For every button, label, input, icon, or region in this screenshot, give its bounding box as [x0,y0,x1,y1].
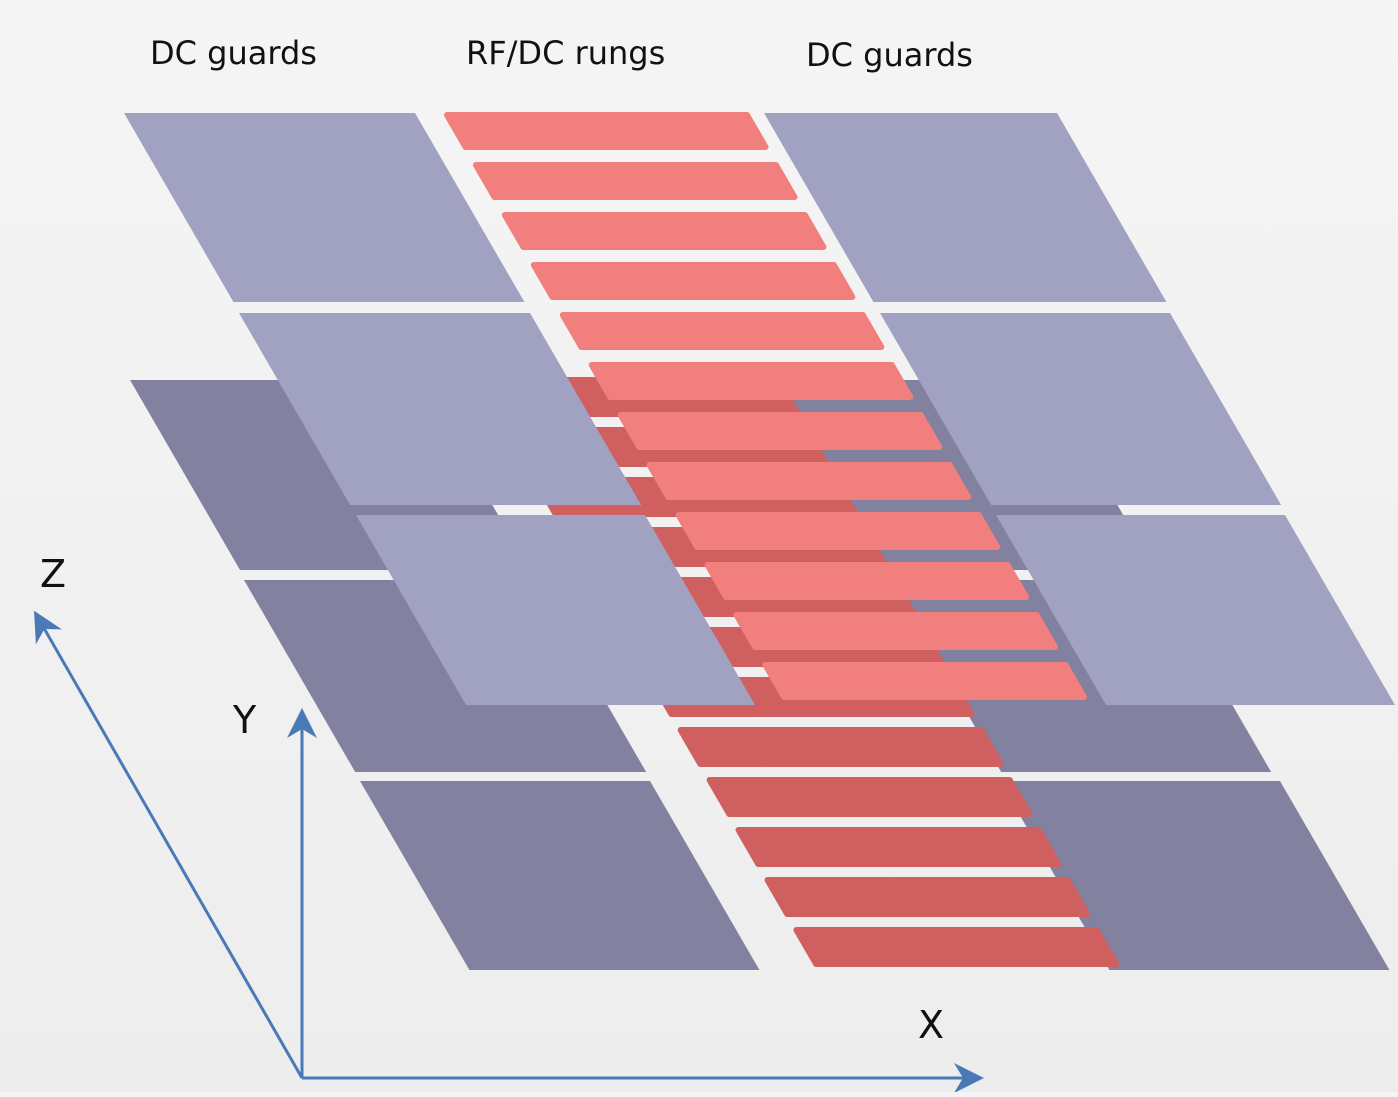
right-guard-front-2 [880,313,1282,505]
rungs-label: RF/DC rungs [466,34,666,72]
rung-front-1 [444,112,769,150]
rung-back-9 [706,777,1033,817]
x-axis-label: X [918,1003,945,1047]
right-guards-label: DC guards [806,36,973,74]
rung-front-10 [704,562,1030,600]
z-axis-label: Z [40,552,67,596]
right-guard-front-3 [996,515,1396,705]
rung-back-8 [677,727,1004,767]
rung-front-2 [472,162,798,200]
rung-front-11 [733,612,1059,650]
left-guard-back-3 [360,781,760,970]
left-guard-front-2 [239,313,642,505]
y-axis-label: Y [233,698,257,742]
right-guard-back-3 [1000,781,1390,970]
left-guards-label: DC guards [150,34,317,72]
rung-front-3 [501,212,827,250]
left-guard-front-1 [124,113,525,302]
rung-front-6 [588,362,914,400]
axes [34,610,984,1093]
rung-front-5 [559,312,885,350]
rung-front-8 [646,462,972,500]
rung-front-9 [675,512,1001,550]
rung-front-7 [617,412,943,450]
right-guard-front-1 [764,113,1167,302]
rung-back-10 [735,827,1062,867]
rung-back-12 [793,927,1120,967]
rung-front-12 [762,662,1087,700]
front-layer [124,112,1396,705]
left-guard-front-3 [356,515,756,705]
z-axis-line [34,610,304,1079]
rung-back-11 [764,877,1091,917]
rung-front-4 [530,262,856,300]
